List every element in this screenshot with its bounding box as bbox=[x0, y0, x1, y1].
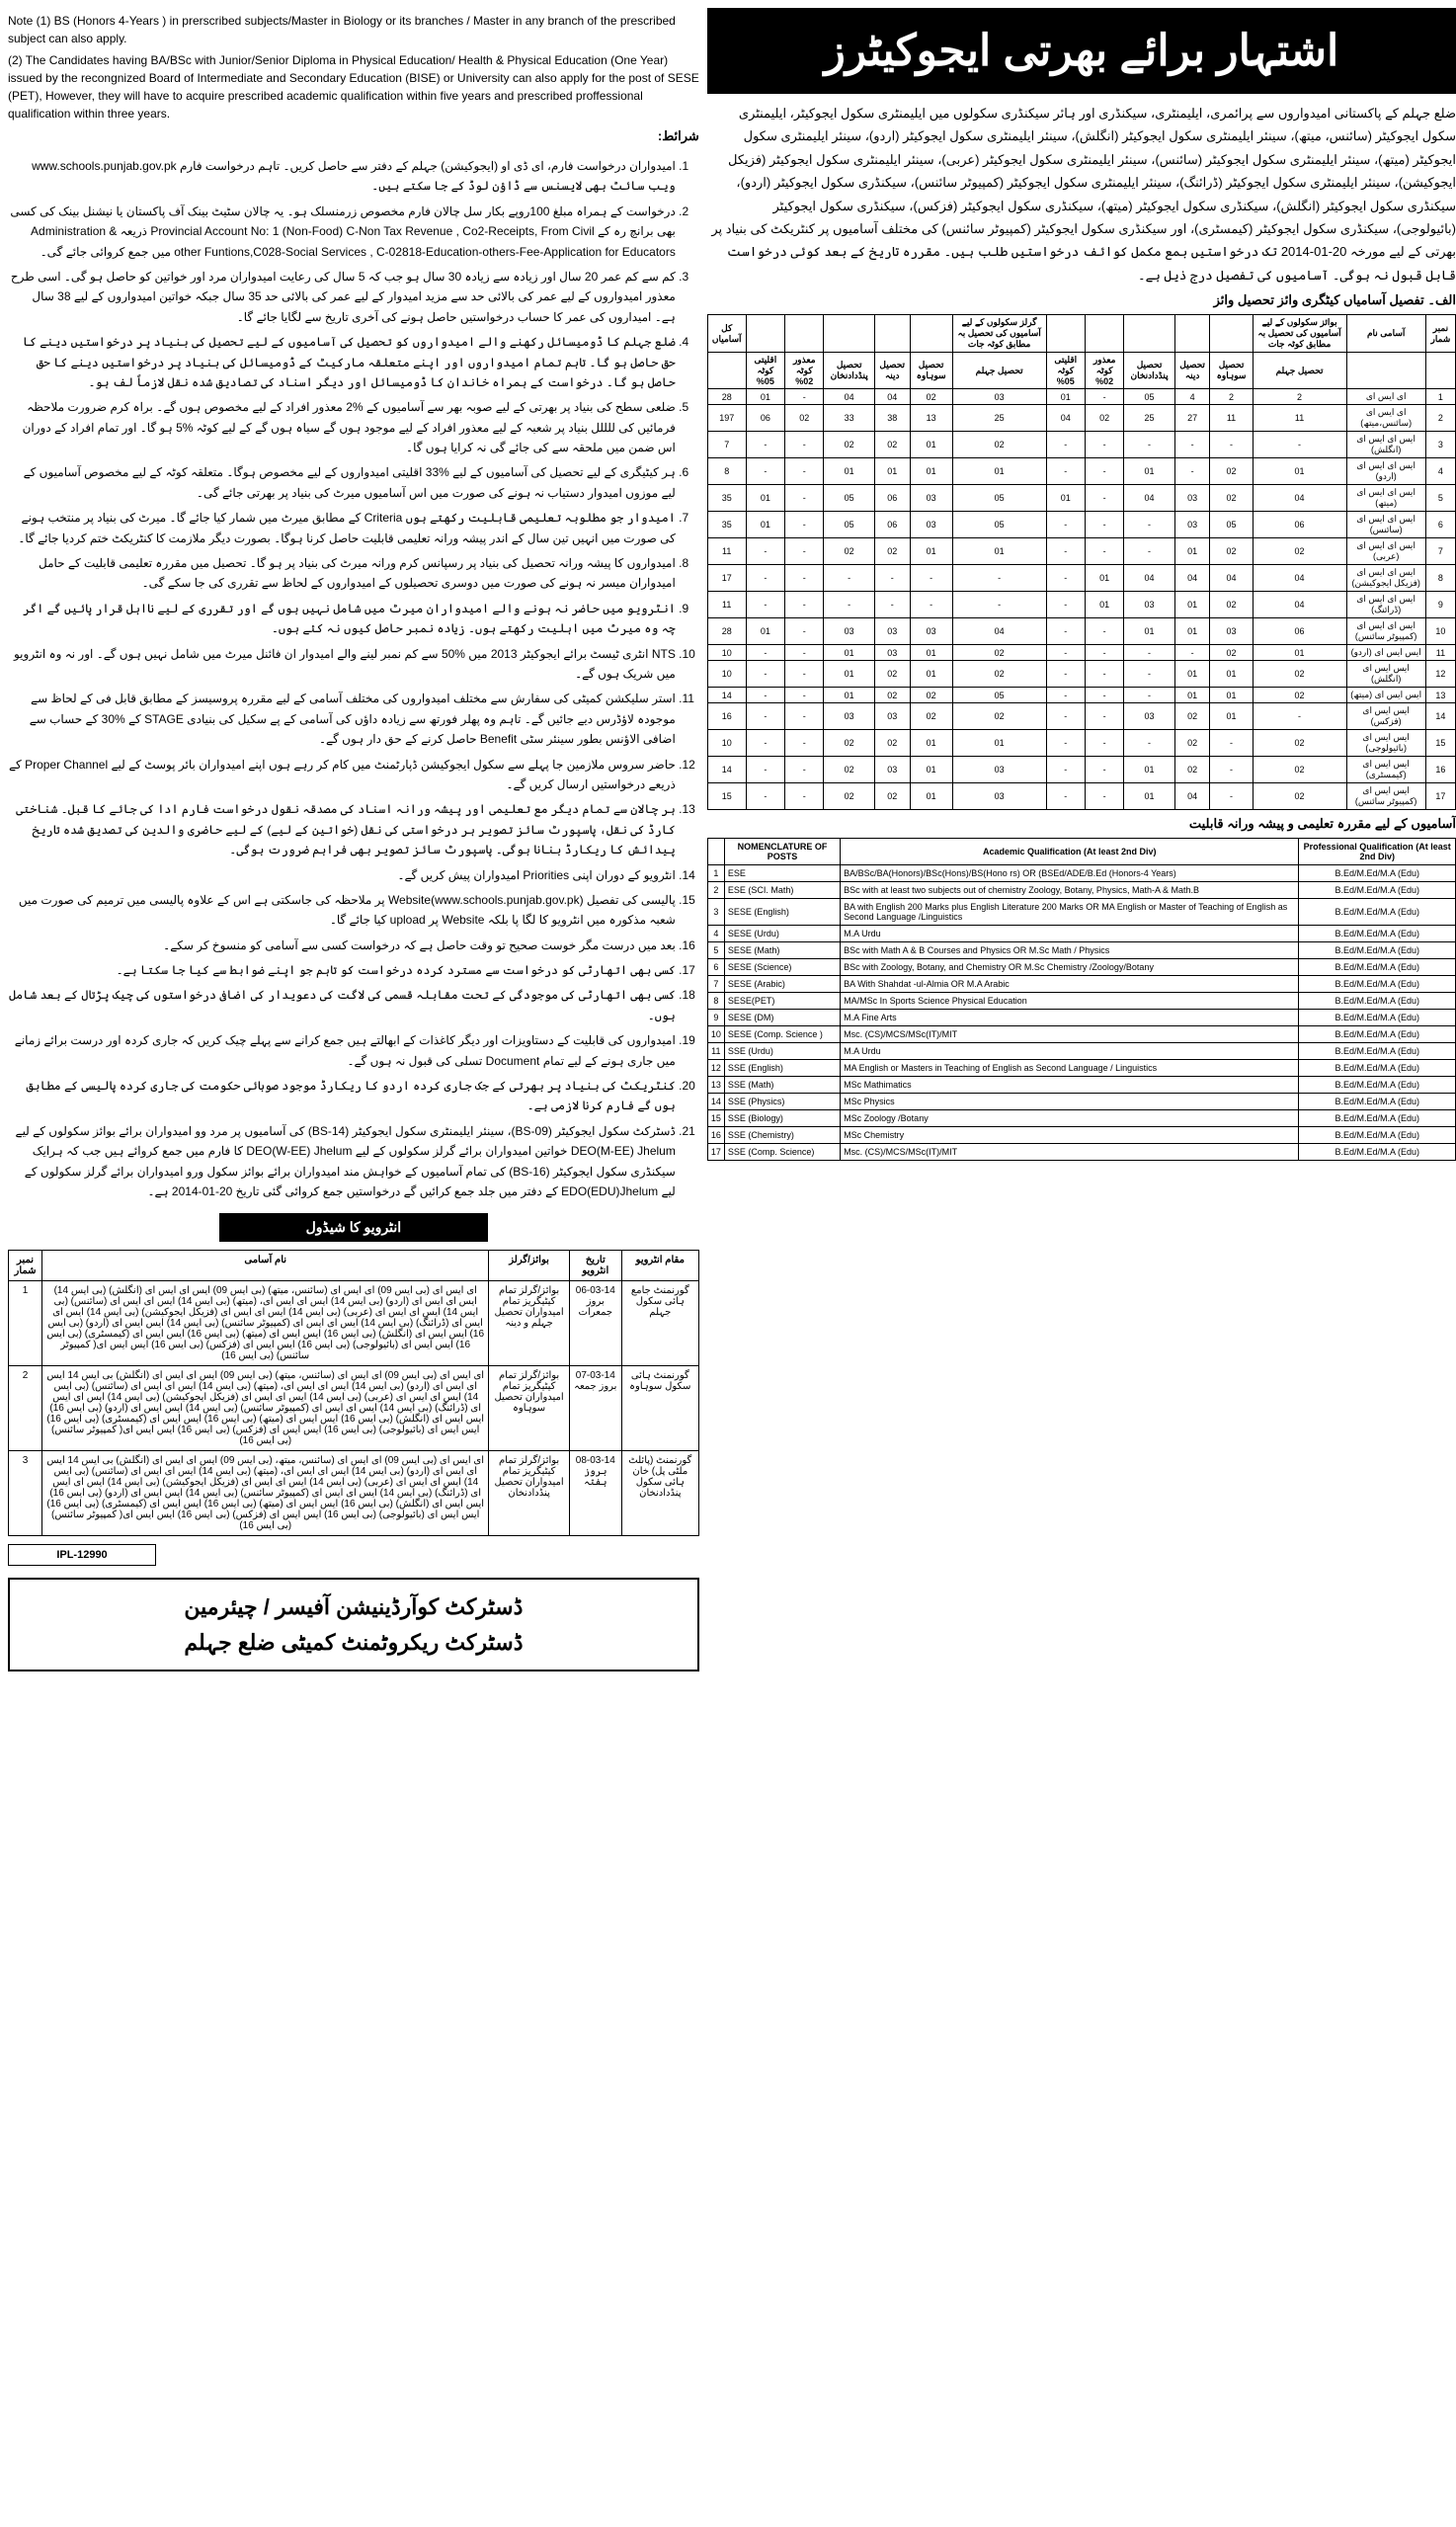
table-row: 15ایس ایس ای (بائیولوجی)02-02---01010202… bbox=[707, 730, 1455, 757]
table-row: 12ایس ایس ای (انگلش)020101---02010201--1… bbox=[707, 661, 1455, 688]
condition-item: کنٹریکٹ کی بنیاد پر بھرتی کے جک جاری کرد… bbox=[8, 1076, 676, 1116]
table-row: 13SSE (Math)MSc MathimaticsB.Ed/M.Ed/M.A… bbox=[707, 1077, 1455, 1094]
table-row: 1ESEBA/BSc/BA(Honors)/BSc(Hons)/BS(Hono … bbox=[707, 865, 1455, 882]
condition-item: ضلع جہلم کا ڈومیسائل رکھنے والے امیدوارو… bbox=[8, 332, 676, 392]
conditions-list: امیدواران درخواست فارم، ای ڈی او (ایجوکی… bbox=[8, 156, 699, 1201]
table-row: 11ایس ایس ای (اردو)0102----02010301--10 bbox=[707, 645, 1455, 661]
table-row: 2ESE (SCI. Math)BSc with at least two su… bbox=[707, 882, 1455, 899]
table-row: 14SSE (Physics)MSc PhysicsB.Ed/M.Ed/M.A … bbox=[707, 1094, 1455, 1110]
table-row: 8SESE(PET)MA/MSc In Sports Science Physi… bbox=[707, 993, 1455, 1010]
table-row: 12SSE (English)MA English or Masters in … bbox=[707, 1060, 1455, 1077]
table-row: 3ای ایس ای (بی ایس 09) ای ایس ای (سائنس،… bbox=[9, 1451, 699, 1536]
condition-item: امیدوار جو مطلوبہ تعلیمی قابلیت رکھتے ہو… bbox=[8, 508, 676, 548]
table-row: 2ای ایس ای (بی ایس 09) ای ایس ای (سائنس،… bbox=[9, 1366, 699, 1451]
table-row: 5ایس ای ایس ای (میتھ)04020304-0105030605… bbox=[707, 485, 1455, 512]
signature-line-2: ڈسٹرکٹ ریکروٹمنٹ کمیٹی ضلع جہلم bbox=[20, 1625, 688, 1660]
condition-item: ڈسٹرکٹ سکول ایجوکیٹر (BS-09)، سینئر ایلی… bbox=[8, 1121, 676, 1202]
condition-item: بعد میں درست مگر خوست صحیح تو وقت حاصل ہ… bbox=[8, 936, 676, 955]
intro-text: ضلع جہلم کے پاکستانی امیدواروں سے پرائمر… bbox=[707, 102, 1456, 286]
schedule-table: نمبر شمارنام آسامیبوائز/گرلزتاریخ انٹروی… bbox=[8, 1250, 699, 1536]
table-row: 7ایس ای ایس ای (عربی)020201---01010202--… bbox=[707, 538, 1455, 565]
table-row: 10SESE (Comp. Science )Msc. (CS)/MCS/MSc… bbox=[707, 1026, 1455, 1043]
condition-item: حاضر سروس ملازمین جا پہلے سے سکول ایجوکی… bbox=[8, 755, 676, 795]
condition-item: کسی بھی اتھارٹی کو درخواست سے مسترد کردہ… bbox=[8, 960, 676, 980]
table-row: 6SESE (Science)BSc with Zoology, Botany,… bbox=[707, 959, 1455, 976]
table-row: 15SSE (Biology)MSc Zoology /BotanyB.Ed/M… bbox=[707, 1110, 1455, 1127]
table-row: 6ایس ای ایس ای (سائنس)060503---05030605-… bbox=[707, 512, 1455, 538]
signature-box: ڈسٹرکٹ کوآرڈینیشن آفیسر / چیئرمین ڈسٹرکٹ… bbox=[8, 1578, 699, 1671]
note-2: (2) The Candidates having BA/BSc with Ju… bbox=[8, 51, 699, 122]
qual-head: آسامیوں کے لیے مقررہ تعلیمی و پیشہ ورانہ… bbox=[707, 816, 1456, 832]
table-row: 7SESE (Arabic)BA With Shahdat -ul-Almia … bbox=[707, 976, 1455, 993]
condition-item: کم سے کم عمر 20 سال اور زیادہ سے زیادہ 3… bbox=[8, 267, 676, 327]
table-row: 9ایس ای ایس ای (ڈرائنگ)0402010301-------… bbox=[707, 592, 1455, 618]
condition-item: درخواست کے ہمراہ مبلغ 100روپے بکار سل چا… bbox=[8, 202, 676, 262]
condition-item: NTS انٹری ٹیسٹ برائے ایجوکیٹر 2013 میں %… bbox=[8, 644, 676, 685]
condition-item: کسی بھی اتھارٹی کی موجودگی کے تحت مقابلہ… bbox=[8, 985, 676, 1025]
qualifications-table: NOMENCLATURE OF POSTSAcademic Qualificat… bbox=[707, 838, 1456, 1161]
table-row: 16SSE (Chemistry)MSc ChemistryB.Ed/M.Ed/… bbox=[707, 1127, 1455, 1144]
table-row: 17ایس ایس ای (کمپیوٹر سائنس)02-0401--030… bbox=[707, 783, 1455, 810]
condition-item: ہر چالان سے تمام دیگر مع تعلیمی اور پیشہ… bbox=[8, 799, 676, 859]
condition-item: پالیسی کی تفصیل Website(www.schools.punj… bbox=[8, 890, 676, 931]
signature-line-1: ڈسٹرکٹ کوآرڈینیشن آفیسر / چیئرمین bbox=[20, 1590, 688, 1624]
table-row: 2ای ایس ای (سائنس،میتھ)11112725020425133… bbox=[707, 405, 1455, 432]
condition-item: استر سلیکشن کمیٹی کی سفارش سے مختلف امید… bbox=[8, 689, 676, 749]
banner-title: اشتہار برائے بھرتی ایجوکیٹرز bbox=[707, 8, 1456, 94]
condition-item: انٹرویو میں حاضر نہ ہونے والے امیدواران … bbox=[8, 599, 676, 639]
table-row: 14ایس ایس ای (فزکس)-010203--02020303--16 bbox=[707, 703, 1455, 730]
vacancies-table: نمبر شمارآسامی نامبوائز سکولوں کے لیے آس… bbox=[707, 314, 1456, 810]
table-row: 16ایس ایس ای (کیمسٹری)02-0201--03010302-… bbox=[707, 757, 1455, 783]
table-row: 10ایس ای ایس ای (کمپیوٹر سائنس)06030101-… bbox=[707, 618, 1455, 645]
schedule-head: انٹرویو کا شیڈول bbox=[219, 1213, 488, 1242]
table-row: 13ایس ایس ای (میتھ)020101---05020201--14 bbox=[707, 688, 1455, 703]
condition-item: امیدواروں کا پیشہ ورانہ تحصیل کی بنیاد پ… bbox=[8, 553, 676, 594]
table-row: 1ای ایس ای (بی ایس 09) ای ایس ای (سائنس،… bbox=[9, 1281, 699, 1366]
section-a-head: الف۔ تفصیل آسامیاں کیٹگری وائز تحصیل وائ… bbox=[707, 292, 1456, 308]
table-row: 17SSE (Comp. Science)Msc. (CS)/MCS/MSc(I… bbox=[707, 1144, 1455, 1161]
note-1: Note (1) BS (Honors 4-Years ) in prerscr… bbox=[8, 12, 699, 47]
table-row: 4ایس ای ایس ای (اردو)0102-01--01010101--… bbox=[707, 458, 1455, 485]
table-row: 1ای ایس ای22405-0103020404-0128 bbox=[707, 389, 1455, 405]
table-row: 9SESE (DM)M.A Fine ArtsB.Ed/M.Ed/M.A (Ed… bbox=[707, 1010, 1455, 1026]
condition-item: امیدواروں کی قابلیت کے دستاویزات اور دیگ… bbox=[8, 1030, 676, 1071]
table-row: 3ایس ای ایس ای (انگلش)------02010202--7 bbox=[707, 432, 1455, 458]
condition-item: ہر کیٹیگری کے لیے تحصیل کی آسامیوں کے لی… bbox=[8, 462, 676, 503]
conditions-head: شرائط: bbox=[8, 128, 699, 144]
condition-item: انٹرویو کے دوران اپنی Priorities امیدوار… bbox=[8, 865, 676, 885]
table-row: 3SESE (English)BA with English 200 Marks… bbox=[707, 899, 1455, 926]
condition-item: ضلعی سطح کی بنیاد پر بھرتی کے لیے صوبہ ب… bbox=[8, 397, 676, 457]
table-row: 4SESE (Urdu)M.A UrduB.Ed/M.Ed/M.A (Edu) bbox=[707, 926, 1455, 942]
condition-item: امیدواران درخواست فارم، ای ڈی او (ایجوکی… bbox=[8, 156, 676, 197]
ipl-number: IPL-12990 bbox=[8, 1544, 156, 1566]
table-row: 11SSE (Urdu)M.A UrduB.Ed/M.Ed/M.A (Edu) bbox=[707, 1043, 1455, 1060]
table-row: 8ایس ای ایس ای (فزیکل ایجوکیشن)040404040… bbox=[707, 565, 1455, 592]
table-row: 5SESE (Math)BSc with Math A & B Courses … bbox=[707, 942, 1455, 959]
